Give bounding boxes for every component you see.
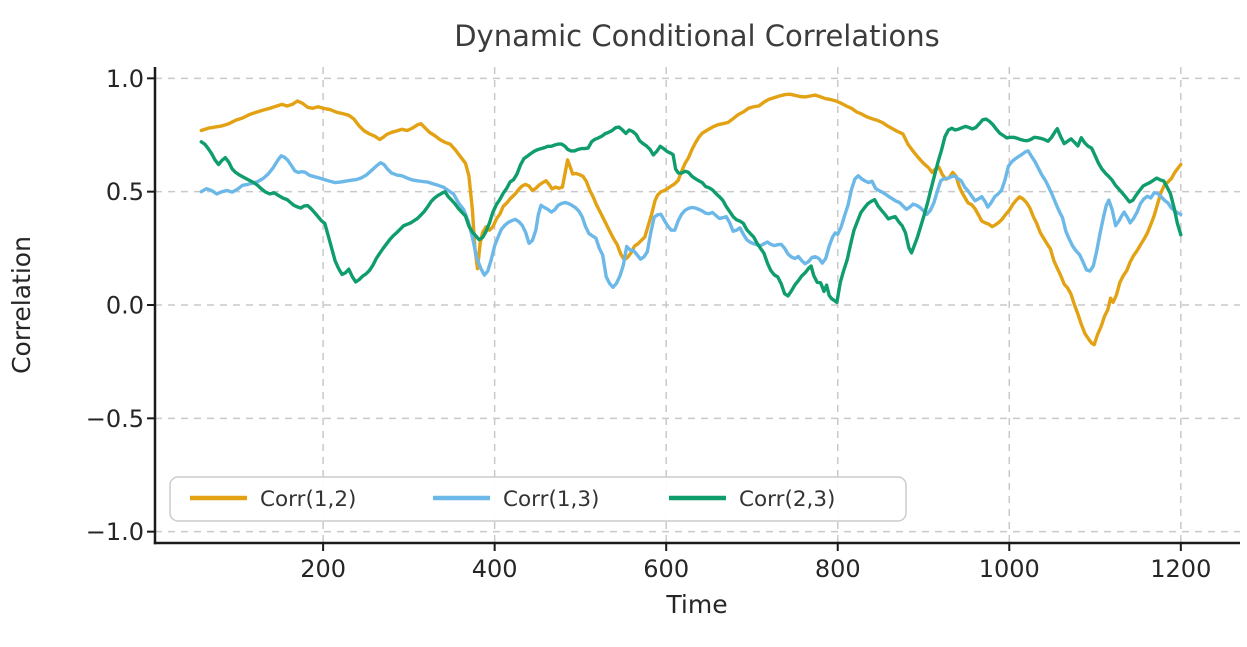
legend-box <box>169 476 907 522</box>
chart-title: Dynamic Conditional Correlations <box>454 19 940 53</box>
series-layer <box>199 92 1183 347</box>
legend-label-2: Corr(1,3) <box>503 487 599 512</box>
x-tick-label-1200: 1200 <box>1150 555 1211 583</box>
y-tick-label-0: 0.0 <box>106 292 144 320</box>
y-tick-label--1: −1.0 <box>86 518 144 546</box>
series-line-corr1-2 <box>199 92 1183 347</box>
x-axis-label: Time <box>665 590 727 619</box>
x-tick-label-200: 200 <box>300 555 346 583</box>
y-axis-label: Correlation <box>7 236 36 374</box>
legend: Corr(1,2) Corr(1,3) Corr(2,3) <box>169 476 907 522</box>
x-tick-label-800: 800 <box>815 555 861 583</box>
y-tick-label--0.5: −0.5 <box>86 405 144 433</box>
tick-layer: 200 400 600 800 1000 1200 1.0 0.5 0.0 −0.5 −1.0 <box>86 65 1212 583</box>
y-tick-label-1: 1.0 <box>106 65 144 93</box>
legend-label-3: Corr(2,3) <box>739 487 835 512</box>
x-tick-label-600: 600 <box>643 555 689 583</box>
series-line-corr1-3 <box>199 149 1183 289</box>
y-tick-label-0.5: 0.5 <box>106 178 144 206</box>
series-line-corr2-3 <box>199 117 1183 304</box>
x-tick-label-400: 400 <box>472 555 518 583</box>
grid-layer <box>155 67 1240 543</box>
x-tick-label-1000: 1000 <box>979 555 1040 583</box>
legend-label-1: Corr(1,2) <box>260 487 356 512</box>
